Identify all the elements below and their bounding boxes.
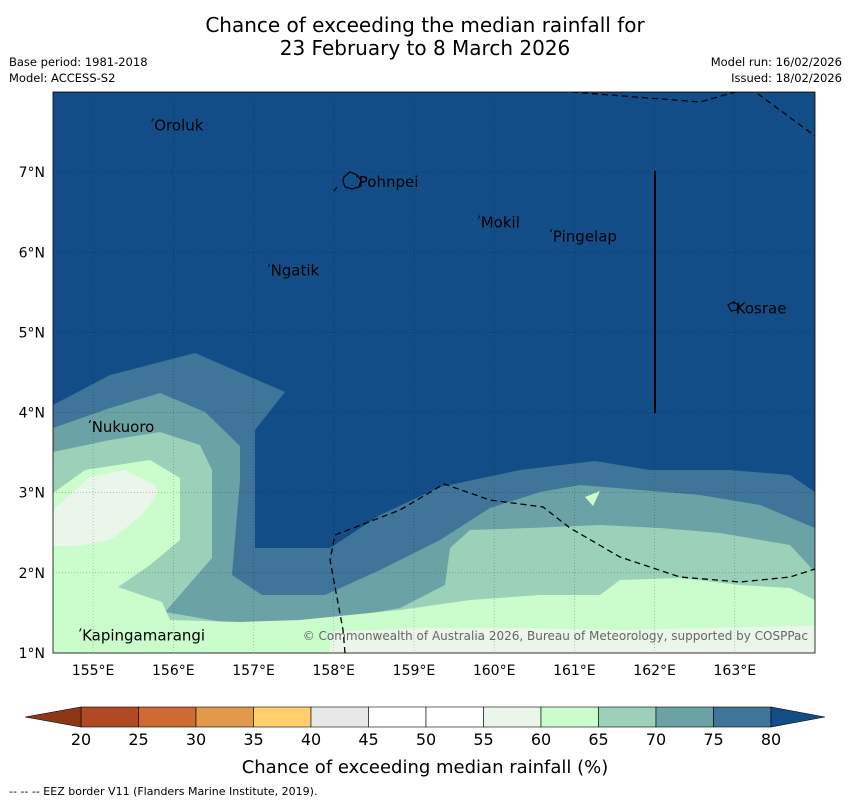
- colorbar-bin: [80, 706, 139, 728]
- map-frame: [52, 91, 816, 654]
- colorbar-tick-label: 65: [588, 730, 608, 749]
- place-label-oroluk: Oroluk: [154, 117, 203, 135]
- colorbar-tick-label: 35: [243, 730, 263, 749]
- lat-tick-label: 4°N: [19, 406, 45, 422]
- lat-tick-label: 2°N: [19, 566, 45, 582]
- colorbar: 20 25 30 35 40 45 50 55 60 65 70 75 80: [24, 706, 826, 749]
- issued-date: Issued: 18/02/2026: [731, 71, 842, 85]
- rainfall-field: [53, 92, 815, 653]
- place-label-nukuoro: Nukuoro: [92, 418, 155, 436]
- eez-border-south: [329, 483, 815, 653]
- meta-right: Model run: 16/02/2026 Issued: 18/02/2026: [711, 54, 842, 86]
- colorbar-tick-label: 50: [416, 730, 436, 749]
- colorbar-tick-label: 40: [301, 730, 321, 749]
- colorbar-tick-label: 20: [71, 730, 91, 749]
- colorbar-tick-label: 80: [761, 730, 781, 749]
- base-period: Base period: 1981-2018: [9, 55, 148, 69]
- axis-ticks: 155°E 156°E 157°E 158°E 159°E 160°E 161°E 162°E…: [19, 165, 756, 679]
- lat-tick-label: 5°N: [19, 325, 45, 341]
- colorbar-bin: [655, 706, 714, 728]
- colorbar-tick-label: 75: [703, 730, 723, 749]
- lon-tick-label: 160°E: [473, 663, 516, 679]
- colorbar-bin: [483, 706, 542, 728]
- lon-tick-label: 162°E: [633, 663, 676, 679]
- colorbar-over-arrow: [770, 706, 826, 728]
- model-run: Model run: 16/02/2026: [710, 55, 842, 69]
- colorbar-bin: [425, 706, 484, 728]
- lat-tick-label: 3°N: [19, 486, 45, 502]
- lon-tick-label: 161°E: [553, 663, 596, 679]
- band-60-65: [53, 460, 815, 653]
- lon-tick-label: 163°E: [714, 663, 757, 679]
- lon-tick-label: 157°E: [232, 663, 275, 679]
- pohnpei-island-outline: [342, 171, 362, 190]
- place-label-mokil: Mokil: [481, 214, 520, 232]
- band-55-60-south: [330, 626, 815, 653]
- model-name: Model: ACCESS-S2: [9, 71, 116, 85]
- place-marker: [88, 419, 92, 424]
- place-marker: [732, 301, 736, 305]
- colorbar-bin: [138, 706, 197, 728]
- place-label-pingelap: Pingelap: [553, 227, 617, 245]
- colorbar-bin: [598, 706, 657, 728]
- place-marker: [151, 118, 154, 122]
- colorbar-tick-label: 60: [531, 730, 551, 749]
- copyright-notice: © Commonwealth of Australia 2026, Bureau…: [303, 629, 808, 643]
- colorbar-tick-label: 70: [646, 730, 666, 749]
- colorbar-bin: [195, 706, 254, 728]
- place-label-kapingamarangi: Kapingamarangi: [82, 626, 205, 644]
- lat-tick-label: 6°N: [19, 245, 45, 261]
- kosrae-island-outline: [727, 301, 740, 312]
- eez-borders: [329, 92, 815, 653]
- chart-title-line1: Chance of exceeding the median rainfall …: [205, 13, 645, 37]
- lon-tick-label: 156°E: [152, 663, 195, 679]
- colorbar-bin: [540, 706, 599, 728]
- colorbar-bin: [713, 706, 772, 728]
- place-label-pohnpei: Pohnpei: [359, 173, 419, 191]
- chart-title-line2: 23 February to 8 March 2026: [279, 36, 571, 60]
- place-marker: [79, 628, 82, 632]
- lon-tick-label: 159°E: [393, 663, 436, 679]
- colorbar-bin: [253, 706, 312, 728]
- band-60-65-patch: [585, 491, 600, 506]
- place-labels: Oroluk Pohnpei Mokil Pingelap Ngatik Kosrae Nu…: [79, 117, 787, 644]
- place-label-ngatik: Ngatik: [271, 262, 320, 280]
- footnote: -- -- -- EEZ border V11 (Flanders Marine…: [9, 785, 318, 798]
- place-label-kosrae: Kosrae: [736, 299, 787, 317]
- colorbar-under-arrow: [24, 706, 82, 728]
- lat-tick-label: 1°N: [19, 646, 45, 662]
- place-marker: [477, 215, 481, 219]
- pohnpei-reef: [333, 186, 338, 192]
- colorbar-bin: [368, 706, 427, 728]
- place-marker: [267, 263, 271, 267]
- colorbar-tick-label: 45: [358, 730, 378, 749]
- colorbar-tick-label: 30: [186, 730, 206, 749]
- lat-tick-label: 7°N: [19, 165, 45, 181]
- meta-left: Base period: 1981-2018 Model: ACCESS-S2: [9, 54, 148, 86]
- islands: [333, 171, 740, 312]
- place-marker: [549, 229, 553, 233]
- lon-tick-label: 155°E: [72, 663, 115, 679]
- colorbar-label: Chance of exceeding median rainfall (%): [242, 757, 609, 778]
- colorbar-bin: [310, 706, 369, 728]
- lon-tick-label: 158°E: [312, 663, 355, 679]
- colorbar-tick-label: 55: [473, 730, 493, 749]
- band-55-60: [53, 470, 158, 546]
- eez-border-north: [571, 92, 815, 137]
- place-marker: [355, 174, 359, 178]
- colorbar-tick-label: 25: [128, 730, 148, 749]
